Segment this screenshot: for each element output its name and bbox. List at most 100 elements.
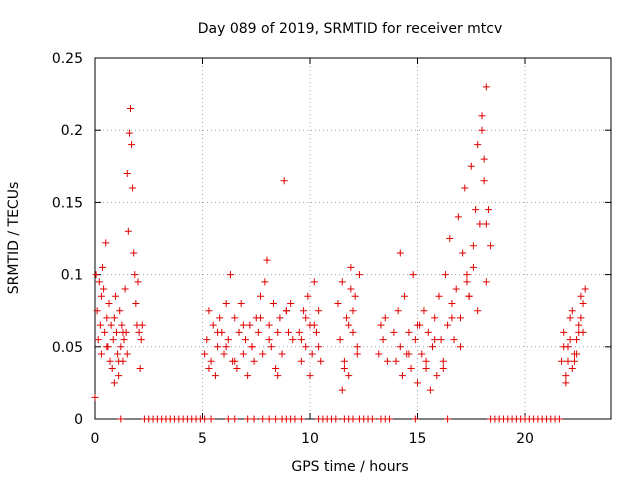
data-point [315,307,323,315]
data-point [306,372,314,380]
data-point [480,177,488,185]
data-point [439,364,447,372]
data-point [282,307,290,315]
data-point [558,357,566,365]
data-point [302,314,310,322]
data-point [310,321,318,329]
data-point [573,336,581,344]
data-point [211,372,219,380]
data-point [422,364,430,372]
data-point [463,278,471,286]
data-point [577,314,585,322]
data-point [398,372,406,380]
data-point [345,372,353,380]
data-point [304,292,312,300]
data-point [566,336,574,344]
data-point [103,343,111,351]
x-tick-label: 5 [198,431,207,447]
data-point [295,328,303,336]
data-point [244,372,252,380]
data-point [308,350,316,358]
data-point [114,350,122,358]
data-point [138,321,146,329]
data-point [201,415,209,423]
data-point [110,379,118,387]
y-axis-label: SRMTID / TECUs [6,182,22,295]
data-point [115,357,123,365]
data-point [394,307,402,315]
data-point [276,314,284,322]
data-point [480,155,488,163]
data-point [224,336,232,344]
chart-title: Day 089 of 2019, SRMTID for receiver mtc… [198,21,503,37]
data-point [452,285,460,293]
data-point [124,227,132,235]
data-point [444,415,452,423]
data-point [411,415,419,423]
data-point [351,292,359,300]
data-point [300,307,308,315]
x-tick-label: 15 [409,431,427,447]
data-point [272,415,280,423]
data-point [102,239,110,247]
data-point [463,271,471,279]
data-point [265,336,273,344]
data-point [431,336,439,344]
data-point [302,343,310,351]
data-point [103,314,111,322]
data-point [297,336,305,344]
data-point [459,249,467,257]
data-point [482,83,490,91]
data-point [433,372,441,380]
data-point [349,415,357,423]
data-point [272,364,280,372]
data-point [115,372,123,380]
data-point [233,364,241,372]
y-tick-label: 0.05 [52,340,83,356]
data-point [214,328,222,336]
data-point [95,278,103,286]
data-point [137,336,145,344]
data-point [91,393,99,401]
data-point [123,350,131,358]
data-point [424,328,432,336]
data-point [214,343,222,351]
data-point [422,357,430,365]
data-point [414,321,421,329]
data-point [312,328,320,336]
data-point [560,328,568,336]
data-point [487,242,495,250]
data-point [207,415,215,423]
data-point [441,271,449,279]
data-point [261,278,269,286]
data-point [248,343,256,351]
data-point [265,321,273,329]
data-point [216,314,224,322]
data-point [562,372,570,380]
data-point [409,271,417,279]
data-point [209,321,217,329]
data-point [568,364,576,372]
data-point [581,285,589,293]
data-point [129,184,137,192]
y-tick-label: 0.25 [52,51,83,67]
data-point [555,415,563,423]
data-point [310,278,318,286]
data-point [405,350,413,358]
data-point [120,336,128,344]
data-point [119,328,127,336]
data-point [132,299,140,307]
data-point [469,263,477,271]
data-point [465,292,473,300]
data-point [259,415,267,423]
data-point [291,415,299,423]
y-tick-label: 0.1 [61,268,83,284]
data-point [420,307,428,315]
data-point [368,415,376,423]
data-point [263,256,271,264]
data-point [250,415,258,423]
data-point [579,299,587,307]
data-point [448,314,456,322]
data-point [478,126,486,134]
data-point [411,336,419,344]
